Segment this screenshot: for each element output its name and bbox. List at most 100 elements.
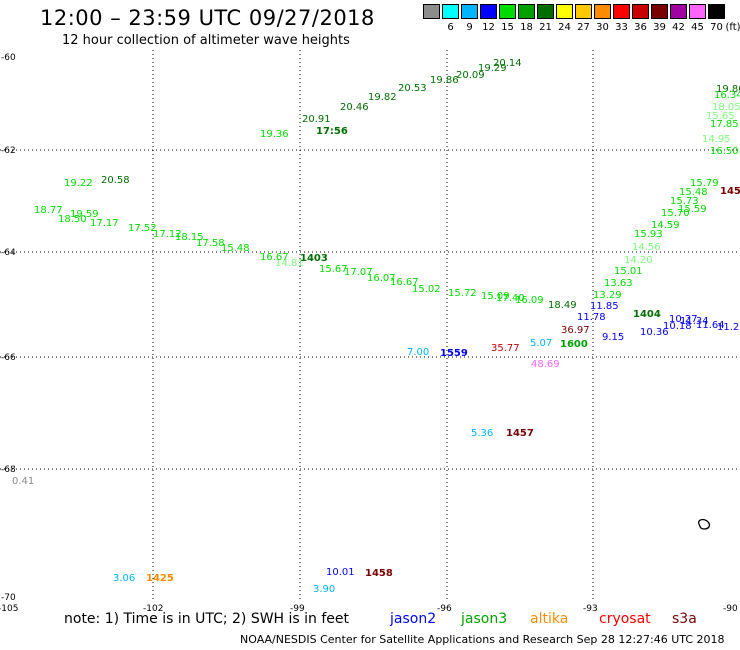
legend-label: 21 [539,22,552,33]
wave-height-label: 16.34 [714,90,740,101]
longitude-tick-label: -102 [143,604,163,614]
legend-label: 36 [634,22,647,33]
wave-height-label: 3.06 [113,573,135,584]
wave-height-label: 18.15 [175,232,204,243]
legend-swatch [480,4,497,19]
satellite-track-labels: 1403 1404 17:56 1600 1559 1457 1458 1425 145 0.41… [0,0,740,595]
legend-label: 45 [691,22,704,33]
observation-time-label: 1457 [506,428,534,439]
wave-height-label: 15.48 [221,243,250,254]
wave-height-label: 17.17 [90,218,119,229]
legend-swatch [556,4,573,19]
wave-height-label: 20.53 [398,83,427,94]
wave-height-label: 5.07 [530,338,552,349]
legend-swatch [537,4,554,19]
map-subtitle: 12 hour collection of altimeter wave hei… [62,33,350,48]
legend-label: 24 [558,22,571,33]
observation-time-label: 1425 [146,573,174,584]
units-note: note: 1) Time is in UTC; 2) SWH is in fe… [64,611,350,627]
wave-height-label: 20.58 [101,175,130,186]
wave-height-label: 18.49 [548,300,577,311]
island-outline [697,518,711,530]
wave-height-label: 15.52 [0,0,29,3]
wave-height-label: 19.22 [64,178,93,189]
longitude-tick-label: -96 [437,604,452,614]
legend-swatch [518,4,535,19]
observation-time-label: 1559 [440,348,468,359]
legend-swatch [594,4,611,19]
wave-height-label: 18.77 [34,205,63,216]
legend-label: 70 [710,22,723,33]
wave-height-label: 13.63 [604,278,633,289]
wave-height-label: 20.09 [456,70,485,81]
wave-height-label: 17.12 [153,229,182,240]
wave-height-label: 10.27 [669,314,698,325]
wave-height-label: 10.36 [640,327,669,338]
legend-label: 42 [672,22,685,33]
wave-height-label: 9.15 [602,332,624,343]
latitude-tick-label: -66 [1,353,16,363]
wave-height-label: 14.20 [624,255,653,266]
wave-height-label: 19.82 [368,92,397,103]
wave-height-label: 10.18 [663,321,692,332]
legend-swatch [499,4,516,19]
wave-height-label: 36.97 [561,325,590,336]
wave-height-label: 15.01 [614,266,643,277]
satellite-name-cryosat: cryosat [599,611,651,627]
satellite-name-jason3: jason3 [461,611,508,627]
legend-swatch [442,4,459,19]
legend-swatch [613,4,630,19]
wave-height-label: 11.64 [696,320,725,331]
legend-label: 15 [501,22,514,33]
legend-label: 18 [520,22,533,33]
latitude-tick-label: -60 [1,53,16,63]
wave-height-label: 11.29 [717,322,740,333]
legend-swatch [708,4,725,19]
wave-height-label: 11.85 [590,301,619,312]
longitude-tick-label: -90 [723,604,738,614]
legend-label: 39 [653,22,666,33]
wave-height-label: 15.09 [481,291,510,302]
legend-swatch [651,4,668,19]
wave-height-label: 15.59 [678,204,707,215]
observation-time-label: 17:56 [316,126,348,137]
wave-height-label: 18.50 [58,214,87,225]
wave-height-label: 15.67 [319,264,348,275]
legend-label: 27 [577,22,590,33]
wave-height-label: 19.86 [716,84,740,95]
wave-height-label: 19.59 [70,209,99,220]
satellite-name-jason2: jason2 [390,611,437,627]
wave-height-label: 17.58 [196,238,225,249]
wave-height-label: 0.41 [12,476,34,487]
legend-label: 6 [447,22,454,33]
wave-height-label: 16.50 [710,146,739,157]
wave-height-label: 14.95 [702,134,731,145]
wave-height-label: 20.14 [493,58,522,69]
latitude-tick-label: -62 [1,146,16,156]
wave-height-label: 15.70 [661,208,690,219]
wave-height-label: 20.91 [302,114,331,125]
wave-height-label: 15.93 [634,229,663,240]
observation-time-label: 1600 [560,339,588,350]
wave-height-label: 17.85 [710,119,739,130]
wave-height-label: 14.81 [275,258,304,269]
wave-height-label: 16.67 [390,277,419,288]
observation-time-label: 1404 [633,309,661,320]
latitude-tick-label: -70 [1,593,16,603]
satellite-name-altika: altika [530,611,569,627]
wave-height-label: 18.05 [712,102,740,113]
longitude-tick-label: -93 [583,604,598,614]
wave-height-label: 15.72 [448,288,477,299]
legend-swatch [689,4,706,19]
observation-time-label: 145 [720,186,740,197]
wave-height-label: 14.59 [651,220,680,231]
wave-height-label: 35.77 [491,343,520,354]
wave-height-label: 19.86 [430,75,459,86]
legend-label: 9 [466,22,473,33]
longitude-tick-label: -99 [290,604,305,614]
wave-height-label: 17.07 [344,267,373,278]
wave-height-label: 15.02 [412,284,441,295]
legend-label: 12 [482,22,495,33]
wave-height-label: 15.48 [679,187,708,198]
